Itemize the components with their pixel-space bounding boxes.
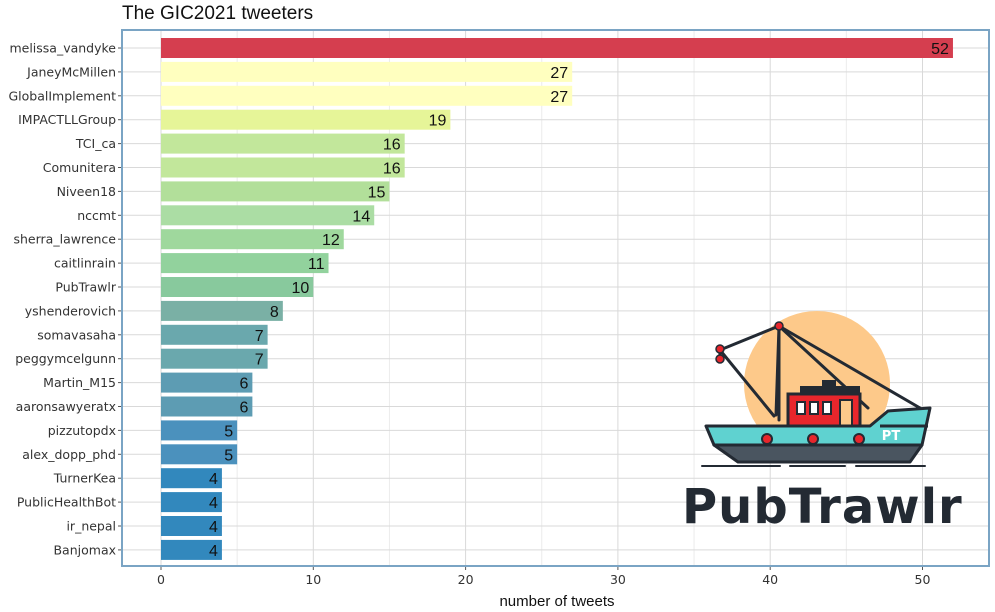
bar xyxy=(161,181,390,202)
y-category-label: caitlinrain xyxy=(54,256,116,271)
chart-title: The GIC2021 tweeters xyxy=(122,3,314,24)
logo-badge: PT xyxy=(882,429,901,444)
y-category-label: Niveen18 xyxy=(57,184,116,199)
y-category-label: alex_dopp_phd xyxy=(22,447,116,462)
x-tick-label: 30 xyxy=(610,572,626,587)
crane-hook-icon xyxy=(715,354,725,364)
y-category-label: Martin_M15 xyxy=(43,375,116,390)
bar-value-label: 7 xyxy=(255,352,264,369)
y-category-label: sherra_lawrence xyxy=(14,232,117,247)
bar xyxy=(161,516,222,536)
bar xyxy=(161,109,451,130)
y-category-label: melissa_vandyke xyxy=(9,41,116,56)
bar xyxy=(161,444,238,465)
bar-value-label: 27 xyxy=(550,89,568,106)
pubtrawlr-logo: PT PubTrawlr xyxy=(682,311,963,535)
x-axis-ticks: 0 10 20 30 40 50 xyxy=(157,566,930,587)
bar xyxy=(161,85,573,106)
y-category-label: TCI_ca xyxy=(75,136,116,151)
bar xyxy=(161,372,253,393)
x-tick-label: 10 xyxy=(305,572,321,587)
bar xyxy=(161,61,573,82)
panel-border xyxy=(121,29,990,567)
bar-value-label: 6 xyxy=(239,400,248,417)
y-category-label: pizzutopdx xyxy=(48,423,116,438)
bar-value-label: 4 xyxy=(209,543,218,560)
bar xyxy=(161,277,314,297)
bar-value-label: 4 xyxy=(209,519,218,536)
y-category-label: TurnerKea xyxy=(53,471,116,486)
bar xyxy=(161,492,222,513)
bar-value-label: 19 xyxy=(429,113,447,130)
y-category-label: PublicHealthBot xyxy=(17,495,116,510)
bar-value-label: 14 xyxy=(352,208,370,225)
bar xyxy=(161,396,253,417)
x-tick-label: 0 xyxy=(157,572,165,587)
bar xyxy=(161,420,238,441)
bar xyxy=(161,205,375,226)
bar xyxy=(161,229,344,250)
bar-value-label: 4 xyxy=(209,495,218,512)
crane-pulley-icon xyxy=(715,344,725,354)
bar-value-label: 4 xyxy=(209,471,218,488)
y-category-label: yshenderovich xyxy=(25,303,116,318)
bar-value-label: 6 xyxy=(239,376,248,393)
y-category-label: PubTrawlr xyxy=(55,280,116,295)
bar xyxy=(161,133,405,154)
y-category-label: ir_nepal xyxy=(66,519,116,534)
logo-text: PubTrawlr xyxy=(682,479,963,535)
y-category-label: GlobalImplement xyxy=(8,88,116,103)
y-category-label: JaneyMcMillen xyxy=(26,64,116,79)
boat-cabin-icon xyxy=(786,380,862,430)
y-category-label: Banjomax xyxy=(53,542,116,557)
bar xyxy=(161,539,222,560)
bar-value-label: 52 xyxy=(931,41,949,58)
bar xyxy=(161,157,405,178)
y-category-label: nccmt xyxy=(77,208,116,223)
x-axis-title: number of tweets xyxy=(499,593,614,610)
y-category-label: aaronsawyeratx xyxy=(16,399,116,414)
bar xyxy=(161,324,268,345)
bar-value-label: 7 xyxy=(255,328,264,345)
bar-value-label: 11 xyxy=(308,256,325,273)
bar-value-label: 5 xyxy=(224,423,233,440)
bar-value-label: 5 xyxy=(224,447,233,464)
bar-value-label: 16 xyxy=(383,137,401,154)
bar xyxy=(161,38,953,58)
boat-hull-icon xyxy=(704,406,932,464)
x-tick-label: 20 xyxy=(458,572,474,587)
y-axis-labels: melissa_vandyke JaneyMcMillen GlobalImplem… xyxy=(8,41,122,557)
bar-value-label: 8 xyxy=(270,304,279,321)
mast-tip-icon xyxy=(774,321,784,331)
bar-value-label: 15 xyxy=(368,184,386,201)
y-category-label: peggymcelgunn xyxy=(15,351,116,366)
y-category-label: somavasaha xyxy=(37,327,116,342)
bar xyxy=(161,253,329,274)
bar-value-label: 10 xyxy=(292,280,310,297)
x-tick-label: 40 xyxy=(762,572,778,587)
y-category-label: Comunitera xyxy=(43,160,116,175)
bar xyxy=(161,300,283,321)
x-tick-label: 50 xyxy=(915,572,931,587)
bar xyxy=(161,468,222,489)
bar-value-label: 16 xyxy=(383,161,401,178)
bar-value-label: 27 xyxy=(550,65,568,82)
bar xyxy=(161,348,268,369)
y-category-label: IMPACTLLGroup xyxy=(18,112,116,127)
bar-value-label: 12 xyxy=(322,232,340,249)
